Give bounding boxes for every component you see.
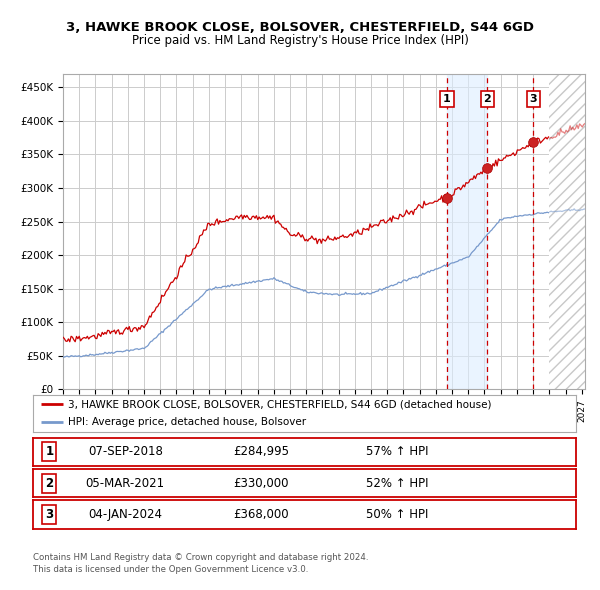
Text: This data is licensed under the Open Government Licence v3.0.: This data is licensed under the Open Gov… [33, 565, 308, 574]
Text: 57% ↑ HPI: 57% ↑ HPI [365, 445, 428, 458]
Bar [447, 74, 487, 389]
Text: 3: 3 [530, 94, 537, 104]
Text: 3, HAWKE BROOK CLOSE, BOLSOVER, CHESTERFIELD, S44 6GD: 3, HAWKE BROOK CLOSE, BOLSOVER, CHESTERF… [66, 21, 534, 34]
Text: 1: 1 [45, 445, 53, 458]
Text: 05-MAR-2021: 05-MAR-2021 [86, 477, 165, 490]
Text: 07-SEP-2018: 07-SEP-2018 [88, 445, 163, 458]
Text: 50% ↑ HPI: 50% ↑ HPI [365, 508, 428, 521]
Text: 2: 2 [484, 94, 491, 104]
Text: 04-JAN-2024: 04-JAN-2024 [88, 508, 163, 521]
Text: Price paid vs. HM Land Registry's House Price Index (HPI): Price paid vs. HM Land Registry's House … [131, 34, 469, 47]
Text: 3, HAWKE BROOK CLOSE, BOLSOVER, CHESTERFIELD, S44 6GD (detached house): 3, HAWKE BROOK CLOSE, BOLSOVER, CHESTERF… [68, 399, 492, 409]
Text: £284,995: £284,995 [233, 445, 289, 458]
Text: 3: 3 [45, 508, 53, 521]
Text: £330,000: £330,000 [233, 477, 289, 490]
Text: 1: 1 [443, 94, 451, 104]
Text: HPI: Average price, detached house, Bolsover: HPI: Average price, detached house, Bols… [68, 417, 307, 427]
Text: £368,000: £368,000 [233, 508, 289, 521]
Text: 52% ↑ HPI: 52% ↑ HPI [365, 477, 428, 490]
Text: Contains HM Land Registry data © Crown copyright and database right 2024.: Contains HM Land Registry data © Crown c… [33, 553, 368, 562]
Text: 2: 2 [45, 477, 53, 490]
